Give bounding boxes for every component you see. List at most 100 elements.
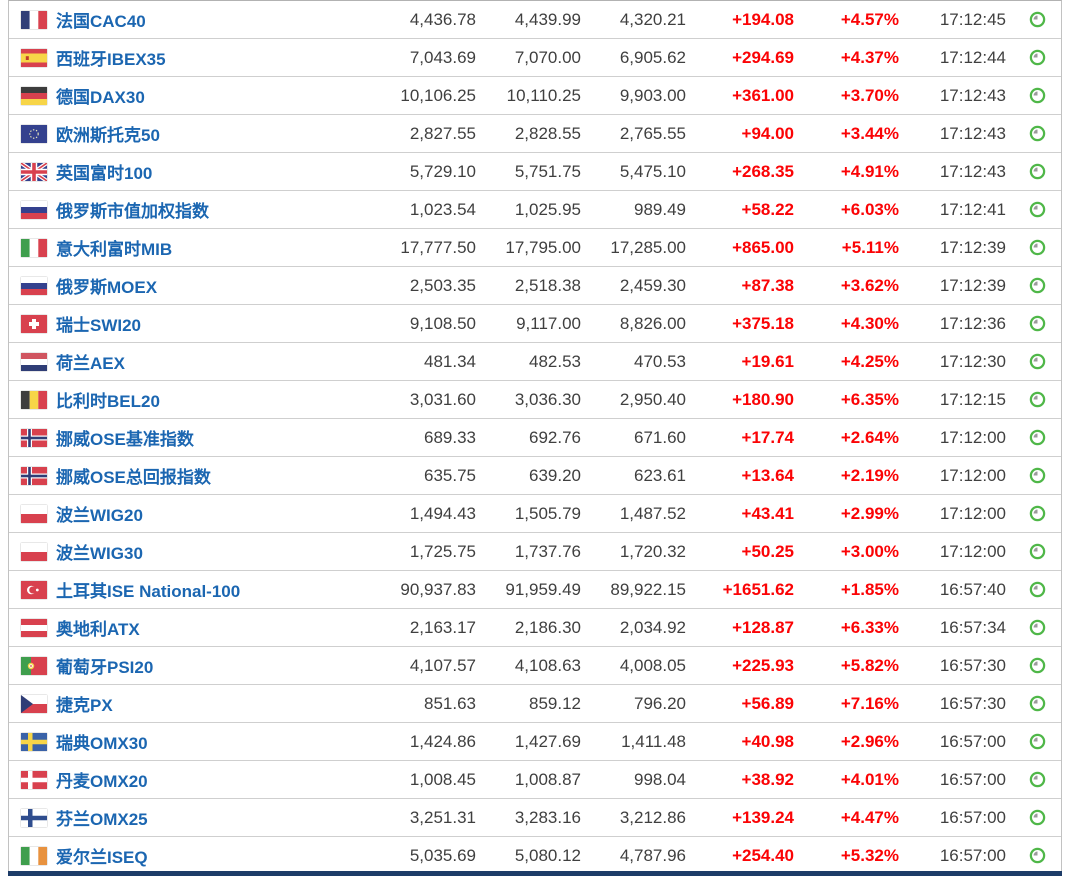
clock-icon — [1029, 771, 1046, 788]
low-value: 4,008.05 — [619, 655, 686, 675]
high-value: 91,959.49 — [505, 579, 581, 599]
clock-cell — [1014, 581, 1061, 598]
country-flag-icon — [21, 694, 47, 713]
table-row[interactable]: 奥地利ATX 2,163.17 2,186.30 2,034.92 +128.8… — [9, 609, 1061, 647]
high-value: 2,186.30 — [514, 617, 581, 637]
table-row[interactable]: 挪威OSE基准指数 689.33 692.76 671.60 +17.74 +2… — [9, 419, 1061, 457]
index-name[interactable]: 土耳其ISE National-100 — [56, 582, 241, 601]
clock-cell — [1014, 125, 1061, 142]
index-name-cell: 土耳其ISE National-100 — [9, 577, 339, 602]
change-value: +375.18 — [732, 313, 794, 333]
table-row[interactable]: 荷兰AEX 481.34 482.53 470.53 +19.61 +4.25%… — [9, 343, 1061, 381]
high-value: 7,070.00 — [514, 47, 581, 67]
index-name-cell: 丹麦OMX20 — [9, 767, 339, 792]
low-value: 623.61 — [634, 465, 686, 485]
change-percent: +2.99% — [840, 503, 899, 523]
change-value: +294.69 — [732, 47, 794, 67]
country-flag-icon — [21, 314, 47, 333]
country-flag-icon — [21, 86, 47, 105]
index-name[interactable]: 意大利富时MIB — [56, 240, 173, 259]
low-value: 1,720.32 — [619, 541, 686, 561]
table-row[interactable]: 芬兰OMX25 3,251.31 3,283.16 3,212.86 +139.… — [9, 799, 1061, 837]
index-name[interactable]: 奥地利ATX — [56, 620, 140, 639]
index-name-cell: 挪威OSE基准指数 — [9, 425, 339, 450]
index-name-cell: 欧洲斯托克50 — [9, 121, 339, 146]
index-name[interactable]: 英国富时100 — [56, 164, 153, 183]
index-name[interactable]: 俄罗斯市值加权指数 — [56, 202, 209, 221]
index-name-cell: 捷克PX — [9, 691, 339, 716]
high-value: 4,439.99 — [514, 9, 581, 29]
change-value: +94.00 — [741, 123, 794, 143]
table-row[interactable]: 英国富时100 5,729.10 5,751.75 5,475.10 +268.… — [9, 153, 1061, 191]
country-flag-icon — [21, 466, 47, 485]
country-flag-icon — [21, 162, 47, 181]
update-time: 17:12:41 — [939, 199, 1006, 219]
index-name[interactable]: 德国DAX30 — [56, 88, 145, 107]
clock-icon — [1029, 163, 1046, 180]
table-row[interactable]: 爱尔兰ISEQ 5,035.69 5,080.12 4,787.96 +254.… — [9, 837, 1061, 875]
table-row[interactable]: 俄罗斯MOEX 2,503.35 2,518.38 2,459.30 +87.3… — [9, 267, 1061, 305]
table-row[interactable]: 瑞典OMX30 1,424.86 1,427.69 1,411.48 +40.9… — [9, 723, 1061, 761]
change-value: +180.90 — [732, 389, 794, 409]
table-row[interactable]: 波兰WIG30 1,725.75 1,737.76 1,720.32 +50.2… — [9, 533, 1061, 571]
table-row[interactable]: 德国DAX30 10,106.25 10,110.25 9,903.00 +36… — [9, 77, 1061, 115]
index-name[interactable]: 法国CAC40 — [56, 12, 146, 31]
update-time: 16:57:30 — [939, 693, 1006, 713]
table-row[interactable]: 比利时BEL20 3,031.60 3,036.30 2,950.40 +180… — [9, 381, 1061, 419]
table-row[interactable]: 挪威OSE总回报指数 635.75 639.20 623.61 +13.64 +… — [9, 457, 1061, 495]
index-name[interactable]: 欧洲斯托克50 — [56, 126, 160, 145]
change-percent: +4.47% — [840, 807, 899, 827]
table-row[interactable]: 捷克PX 851.63 859.12 796.20 +56.89 +7.16% … — [9, 685, 1061, 723]
index-name[interactable]: 俄罗斯MOEX — [56, 278, 158, 297]
change-percent: +6.03% — [840, 199, 899, 219]
index-name-cell: 挪威OSE总回报指数 — [9, 463, 339, 488]
index-name[interactable]: 捷克PX — [56, 696, 113, 715]
change-percent: +4.37% — [840, 47, 899, 67]
clock-cell — [1014, 771, 1061, 788]
change-value: +128.87 — [732, 617, 794, 637]
clock-icon — [1029, 353, 1046, 370]
table-row[interactable]: 西班牙IBEX35 7,043.69 7,070.00 6,905.62 +29… — [9, 39, 1061, 77]
country-flag-icon — [21, 542, 47, 561]
index-name[interactable]: 瑞典OMX30 — [56, 734, 148, 753]
index-name[interactable]: 瑞士SWI20 — [56, 316, 142, 335]
high-value: 1,737.76 — [514, 541, 581, 561]
table-row[interactable]: 瑞士SWI20 9,108.50 9,117.00 8,826.00 +375.… — [9, 305, 1061, 343]
table-row[interactable]: 意大利富时MIB 17,777.50 17,795.00 17,285.00 +… — [9, 229, 1061, 267]
index-name[interactable]: 荷兰AEX — [56, 354, 125, 373]
index-name[interactable]: 波兰WIG20 — [56, 506, 143, 525]
high-value: 9,117.00 — [516, 313, 581, 333]
table-row[interactable]: 俄罗斯市值加权指数 1,023.54 1,025.95 989.49 +58.2… — [9, 191, 1061, 229]
clock-cell — [1014, 467, 1061, 484]
index-name[interactable]: 葡萄牙PSI20 — [56, 658, 154, 677]
table-row[interactable]: 土耳其ISE National-100 90,937.83 91,959.49 … — [9, 571, 1061, 609]
index-name[interactable]: 挪威OSE基准指数 — [56, 430, 194, 449]
index-name[interactable]: 芬兰OMX25 — [56, 810, 148, 829]
index-name[interactable]: 丹麦OMX20 — [56, 772, 148, 791]
table-row[interactable]: 丹麦OMX20 1,008.45 1,008.87 998.04 +38.92 … — [9, 761, 1061, 799]
update-time: 16:57:34 — [939, 617, 1006, 637]
table-row[interactable]: 欧洲斯托克50 2,827.55 2,828.55 2,765.55 +94.0… — [9, 115, 1061, 153]
high-value: 482.53 — [529, 351, 581, 371]
index-name[interactable]: 波兰WIG30 — [56, 544, 143, 563]
low-value: 2,459.30 — [619, 275, 686, 295]
index-name[interactable]: 比利时BEL20 — [56, 392, 160, 411]
index-name-cell: 比利时BEL20 — [9, 387, 339, 412]
change-percent: +2.96% — [840, 731, 899, 751]
index-name[interactable]: 挪威OSE总回报指数 — [56, 468, 211, 487]
index-name[interactable]: 爱尔兰ISEQ — [56, 848, 148, 867]
clock-icon — [1029, 467, 1046, 484]
index-name[interactable]: 西班牙IBEX35 — [56, 50, 166, 69]
table-row[interactable]: 波兰WIG20 1,494.43 1,505.79 1,487.52 +43.4… — [9, 495, 1061, 533]
update-time: 17:12:00 — [939, 541, 1006, 561]
change-value: +13.64 — [741, 465, 794, 485]
low-value: 2,950.40 — [619, 389, 686, 409]
low-value: 8,826.00 — [619, 313, 686, 333]
table-row[interactable]: 葡萄牙PSI20 4,107.57 4,108.63 4,008.05 +225… — [9, 647, 1061, 685]
clock-icon — [1029, 657, 1046, 674]
high-value: 692.76 — [529, 427, 581, 447]
low-value: 4,320.21 — [619, 9, 686, 29]
clock-icon — [1029, 315, 1046, 332]
table-row[interactable]: 法国CAC40 4,436.78 4,439.99 4,320.21 +194.… — [9, 1, 1061, 39]
high-value: 859.12 — [529, 693, 581, 713]
